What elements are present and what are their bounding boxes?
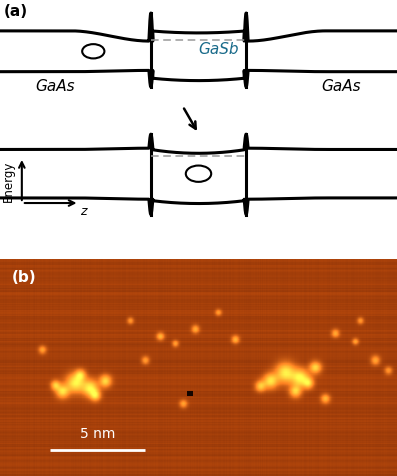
Text: +: + <box>193 167 204 181</box>
Text: z: z <box>80 204 87 217</box>
Text: Energy: Energy <box>2 160 15 201</box>
Text: GaSb: GaSb <box>198 42 239 57</box>
Circle shape <box>82 45 104 60</box>
Text: GaAs: GaAs <box>36 79 75 94</box>
Circle shape <box>186 166 211 182</box>
Text: GaAs: GaAs <box>322 79 361 94</box>
Text: (b): (b) <box>12 269 37 285</box>
Text: −: − <box>88 45 98 58</box>
Text: (a): (a) <box>4 4 28 19</box>
Text: 5 nm: 5 nm <box>80 426 115 440</box>
